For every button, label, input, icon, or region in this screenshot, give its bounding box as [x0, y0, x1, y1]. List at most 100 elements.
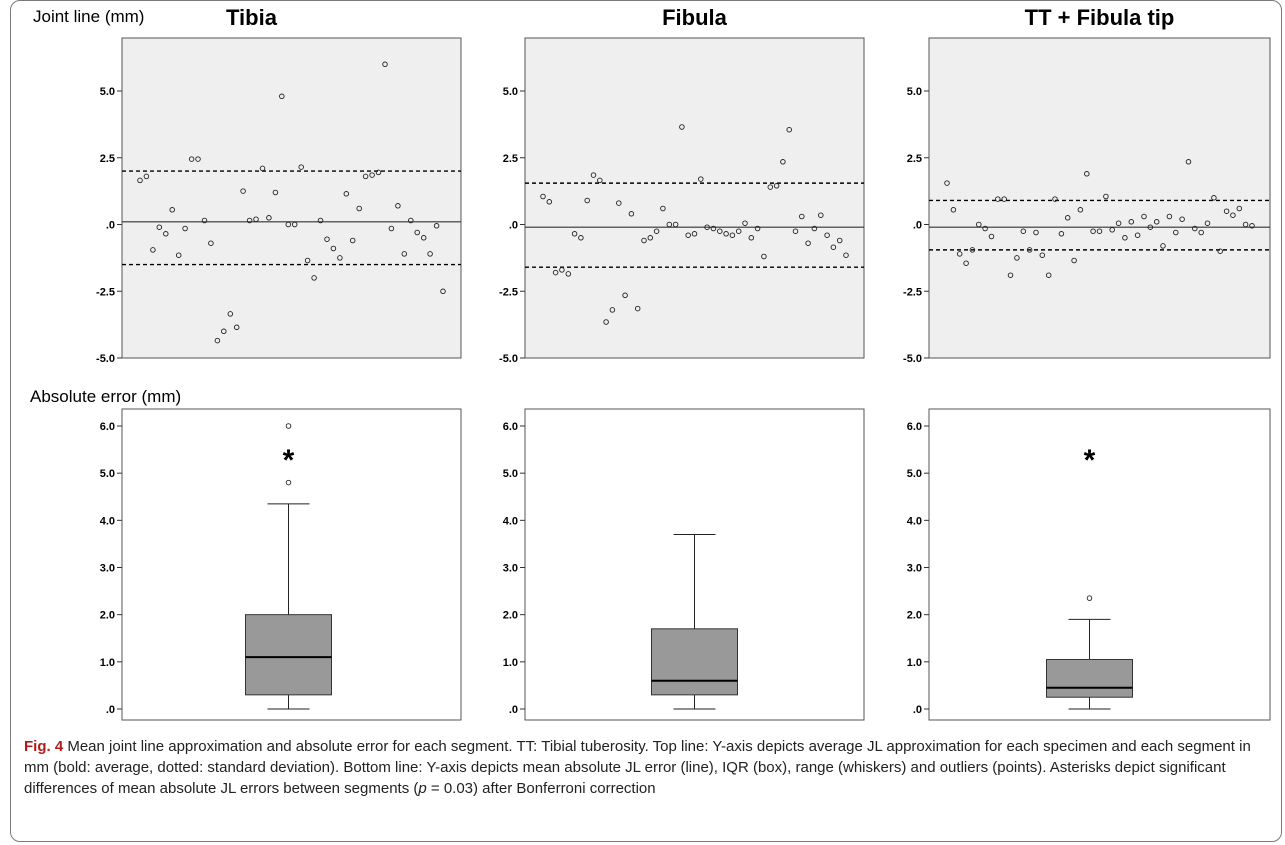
box-panel-3: 6.0 5.0 4.0 3.0 2.0 1.0 .0 *: [907, 408, 1271, 721]
data-point: [1141, 213, 1147, 220]
box-panel-2: 6.0 5.0 4.0 3.0 2.0 1.0 .0: [503, 408, 865, 721]
data-point: [1160, 243, 1166, 249]
data-point: [641, 237, 647, 244]
caption-text-2: = 0.03) after Bonferroni correction: [426, 780, 656, 797]
data-point: [748, 235, 755, 241]
row-label-absolute-error: Absolute error (mm): [30, 387, 181, 406]
data-point: [1109, 227, 1115, 233]
data-point: [710, 225, 717, 232]
data-point: [988, 233, 995, 240]
data-point: [742, 220, 748, 226]
data-point: [1026, 247, 1033, 253]
data-point: [143, 173, 150, 180]
data-point: [175, 252, 182, 258]
data-point: [717, 228, 723, 234]
data-point: [773, 183, 780, 189]
data-point: [565, 271, 572, 277]
data-point: [1077, 207, 1084, 213]
data-point: [698, 176, 704, 182]
data-point: [723, 231, 729, 237]
data-point: [691, 231, 698, 237]
data-point: [597, 177, 603, 184]
data-point: [227, 311, 234, 317]
data-point: [1039, 252, 1046, 258]
y-tick-label: -2.5: [96, 286, 115, 298]
data-point: [414, 229, 420, 236]
y-tick-label: 6.0: [907, 421, 922, 433]
data-point: [362, 173, 369, 180]
data-point: [995, 196, 1001, 202]
data-point: [1166, 213, 1173, 220]
data-point: [1071, 257, 1077, 264]
caption-text-1: Mean joint line approximation and absolu…: [24, 738, 1251, 797]
data-point: [830, 244, 837, 250]
data-point: [298, 164, 304, 170]
data-point: [1122, 235, 1128, 241]
y-tick-label: 3.0: [503, 563, 518, 575]
data-point: [1230, 212, 1236, 218]
iqr-box: [651, 628, 738, 696]
data-point: [272, 189, 279, 196]
y-tick-label: -2.5: [499, 286, 518, 298]
data-point: [330, 245, 337, 252]
data-point: [540, 193, 546, 200]
data-point: [182, 225, 188, 232]
outlier-point: [285, 479, 292, 486]
data-point: [420, 235, 427, 241]
data-point: [233, 324, 240, 331]
data-point: [401, 251, 408, 257]
y-tick-label: 5.0: [907, 86, 922, 98]
y-tick-label: 3.0: [907, 563, 922, 575]
data-point: [818, 212, 824, 218]
y-tick-label: 3.0: [100, 563, 115, 575]
outlier-point: [285, 423, 292, 429]
data-point: [382, 61, 388, 68]
y-tick-label: 5.0: [503, 468, 518, 480]
y-tick-label: 5.0: [100, 86, 115, 98]
data-point: [214, 337, 221, 344]
data-point: [609, 307, 616, 313]
data-point: [805, 240, 811, 246]
data-point: [1242, 221, 1249, 228]
data-point: [1185, 159, 1192, 165]
data-point: [395, 203, 401, 209]
data-point: [343, 191, 350, 197]
y-tick-label: 1.0: [100, 657, 115, 669]
y-tick-label: 6.0: [503, 421, 518, 433]
data-point: [1198, 229, 1204, 236]
data-point: [1058, 231, 1065, 237]
data-point: [317, 217, 324, 224]
data-point: [201, 217, 208, 224]
box-panel-1: 6.0 5.0 4.0 3.0 2.0 1.0 .0 *: [100, 408, 462, 721]
data-point: [622, 292, 628, 299]
data-point: [1014, 255, 1020, 261]
panel-title: Fibula: [662, 5, 728, 30]
y-tick-label: -5.0: [903, 353, 922, 365]
data-point: [634, 305, 641, 312]
scatter-panel-1: Tibia 5.0 2.5 .0 -2.5 -5.0: [96, 5, 462, 365]
data-point: [976, 221, 982, 228]
figure-caption: Fig. 4 Mean joint line approximation and…: [24, 736, 1269, 799]
y-tick-label: 6.0: [100, 421, 115, 433]
caption-label: Fig. 4: [24, 738, 64, 755]
data-point: [628, 211, 635, 217]
panel-title: Tibia: [226, 5, 278, 30]
data-point: [369, 172, 375, 178]
chart-panels: Tibia 5.0 2.5 .0 -2.5 -5.0 Fibula 5.0 2.5 .0 -2.5 -…: [96, 5, 1271, 721]
y-tick-label: 2.0: [100, 610, 115, 622]
data-point: [792, 228, 799, 234]
data-point: [208, 240, 214, 246]
data-point: [735, 228, 742, 234]
data-point: [375, 169, 382, 176]
y-tick-label: -2.5: [903, 286, 922, 298]
y-tick-label: 2.5: [100, 153, 115, 165]
data-point: [311, 275, 317, 281]
data-point: [221, 328, 227, 335]
data-point: [786, 126, 792, 133]
y-tick-label: -5.0: [96, 353, 115, 365]
data-point: [324, 236, 330, 242]
data-point: [1147, 224, 1154, 230]
data-point: [824, 232, 830, 238]
data-point: [843, 252, 849, 258]
data-point: [704, 224, 710, 230]
